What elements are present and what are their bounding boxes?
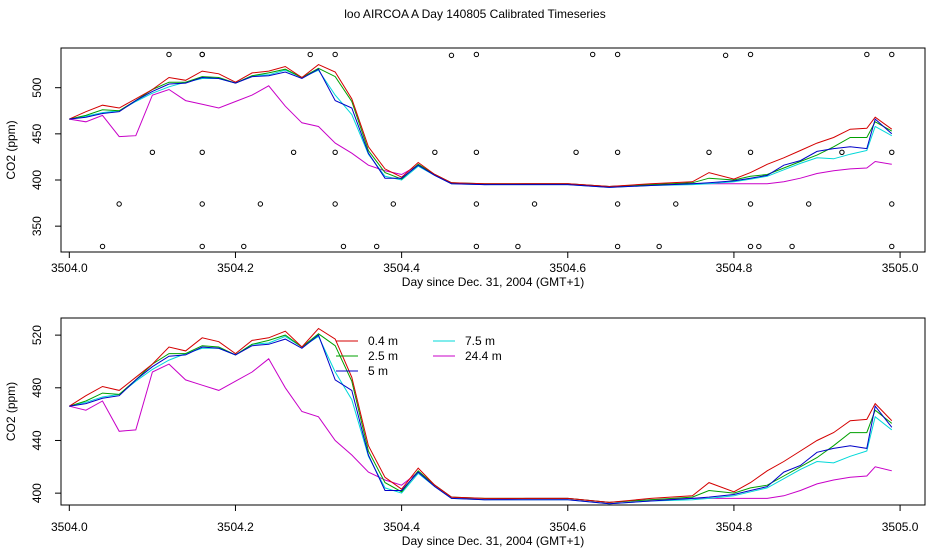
scatter-point — [199, 149, 205, 156]
scatter-point — [332, 201, 338, 207]
series-line-244m — [69, 358, 892, 503]
legend-label: 5 m — [368, 364, 388, 378]
panel-1 — [55, 47, 926, 258]
x-axis-label: Day since Dec. 31, 2004 (GMT+1) — [402, 275, 584, 289]
scatter-point — [99, 243, 106, 250]
scatter-point — [531, 201, 538, 207]
scatter-point — [747, 51, 754, 58]
panel-2: 0.4 m2.5 m5 m 7.5 m24.4 m — [55, 317, 926, 511]
scatter-point — [614, 243, 621, 250]
scatter-point — [656, 243, 662, 250]
scatter-point — [473, 149, 480, 156]
x-tick-label: 3505.0 — [882, 261, 919, 275]
scatter-point — [805, 201, 812, 207]
scatter-point — [307, 51, 313, 58]
y-tick-label: 440 — [30, 430, 44, 450]
x-tick-label: 3505.0 — [882, 520, 919, 534]
y-tick-label: 350 — [30, 216, 44, 236]
x-axis-label: Day since Dec. 31, 2004 (GMT+1) — [402, 534, 584, 548]
scatter-point — [839, 149, 845, 156]
legend-label: 24.4 m — [465, 349, 502, 363]
scatter-point — [889, 149, 895, 156]
scatter-point — [573, 149, 579, 156]
scatter-point — [257, 201, 264, 207]
scatter-point — [789, 243, 795, 250]
scatter-point — [747, 243, 754, 250]
scatter-point — [166, 51, 172, 58]
scatter-point — [756, 243, 762, 250]
legend-label: 0.4 m — [368, 334, 398, 348]
scatter-point — [149, 149, 156, 156]
scatter-point — [241, 243, 247, 250]
x-tick-label: 3504.4 — [383, 520, 420, 534]
scatter-point — [332, 149, 338, 156]
y-axis-label: CO2 (ppm) — [4, 382, 18, 441]
y-tick-label: 400 — [30, 170, 44, 190]
y-tick-label: 400 — [30, 483, 44, 503]
scatter-point — [199, 51, 205, 58]
scatter-point — [340, 243, 347, 250]
scatter-point — [473, 243, 480, 250]
scatter-point — [116, 201, 122, 207]
x-tick-label: 3504.0 — [51, 261, 88, 275]
y-axis-label: CO2 (ppm) — [4, 120, 18, 179]
scatter-point — [614, 149, 621, 156]
legend: 0.4 m2.5 m5 m 7.5 m24.4 m — [336, 334, 502, 378]
x-tick-label: 3504.8 — [716, 261, 753, 275]
x-tick-label: 3504.8 — [716, 520, 753, 534]
scatter-point — [722, 52, 729, 59]
scatter-point — [515, 243, 521, 250]
scatter-point — [889, 51, 895, 58]
series-line-04m — [69, 327, 893, 503]
scatter-point — [432, 149, 438, 156]
scatter-point — [373, 243, 380, 250]
x-tick-label: 3504.4 — [383, 261, 420, 275]
scatter-point — [747, 149, 754, 156]
y-tick-label: 500 — [30, 77, 44, 97]
y-tick-label: 450 — [30, 124, 44, 144]
scatter-point — [747, 201, 754, 207]
chart-title: loo AIRCOA A Day 140805 Calibrated Times… — [344, 7, 606, 21]
legend-label: 7.5 m — [465, 334, 495, 348]
x-tick-label: 3504.2 — [217, 520, 254, 534]
scatter-point — [889, 201, 895, 207]
scatter-point — [390, 201, 397, 207]
scatter-point — [614, 201, 621, 207]
plot-frame — [60, 317, 926, 506]
plot-frame — [60, 47, 926, 253]
scatter-point — [889, 243, 895, 250]
scatter-point — [199, 201, 205, 207]
legend-label: 2.5 m — [368, 349, 398, 363]
scatter-point — [864, 51, 870, 58]
series-line-25m — [69, 67, 893, 188]
y-tick-label: 520 — [30, 325, 44, 345]
scatter-point — [473, 51, 480, 58]
scatter-point — [614, 51, 621, 58]
x-tick-label: 3504.0 — [51, 520, 88, 534]
scatter-point — [706, 149, 712, 156]
series-line-75m — [69, 69, 893, 188]
series-line-5m — [69, 68, 893, 188]
scatter-point — [332, 51, 338, 58]
series-line-244m — [69, 85, 892, 188]
x-tick-label: 3504.6 — [549, 261, 586, 275]
x-tick-label: 3504.2 — [217, 261, 254, 275]
scatter-point — [448, 52, 455, 59]
y-tick-label: 480 — [30, 377, 44, 397]
scatter-point — [473, 201, 480, 207]
series-line-5m — [69, 334, 893, 505]
scatter-point — [199, 243, 205, 250]
scatter-point — [673, 201, 679, 207]
scatter-point — [290, 149, 297, 156]
series-line-04m — [69, 64, 893, 188]
x-tick-label: 3504.6 — [549, 520, 586, 534]
scatter-point — [589, 51, 596, 58]
